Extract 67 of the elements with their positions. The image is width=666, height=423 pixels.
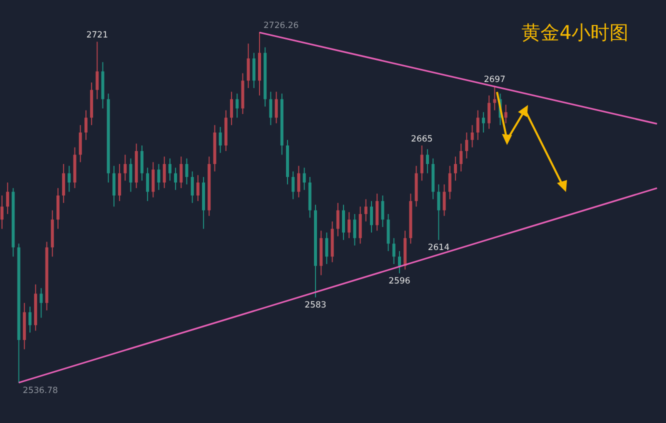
candlestick — [353, 214, 356, 246]
candlestick — [140, 144, 144, 182]
candlestick — [112, 165, 116, 208]
text: 2596 — [388, 276, 410, 286]
text: 2665 — [411, 134, 433, 144]
candlestick — [68, 165, 71, 192]
candlestick — [218, 126, 222, 154]
candlestick — [476, 110, 480, 140]
candlestick — [493, 86, 496, 111]
candlestick — [185, 158, 188, 185]
candlestick — [96, 41, 99, 100]
candlestick — [28, 306, 32, 334]
candlestick — [190, 170, 194, 204]
candlestick — [269, 91, 272, 126]
candlestick — [302, 167, 306, 190]
candlestick — [0, 194, 4, 230]
candlestick — [348, 212, 351, 239]
candlestick — [174, 167, 178, 190]
candlestick — [292, 170, 295, 200]
candlestick — [325, 232, 328, 265]
candlestick — [246, 43, 250, 89]
candlestick — [157, 164, 160, 190]
candlestick — [274, 91, 278, 124]
candlestick — [392, 238, 396, 265]
candlestick — [6, 182, 10, 215]
candlestick — [426, 148, 429, 174]
candlestick — [84, 110, 88, 140]
candlestick — [118, 164, 122, 202]
candlestick — [78, 124, 82, 163]
candlestick — [146, 167, 150, 202]
candlestick — [152, 162, 155, 198]
candlestick — [342, 204, 345, 240]
text: 2721 — [86, 30, 108, 41]
candlestick — [448, 165, 452, 200]
candlestick — [482, 112, 485, 134]
text: 2614 — [428, 242, 450, 253]
text: 2726.26 — [264, 21, 299, 31]
candlestick — [124, 154, 127, 182]
candlestick — [504, 104, 508, 124]
candlestick — [196, 174, 200, 202]
candlestick — [180, 156, 183, 189]
candlestick — [297, 165, 300, 198]
candlestick — [460, 143, 463, 172]
candlestick — [420, 144, 424, 182]
text: 2583 — [304, 300, 326, 310]
candlestick — [454, 156, 457, 182]
candlestick — [398, 250, 401, 274]
candlestick — [364, 198, 368, 222]
candlestick — [236, 93, 239, 118]
candlestick — [442, 184, 446, 216]
candlestick — [465, 132, 468, 159]
candlestick — [470, 124, 474, 148]
candlestick — [62, 164, 66, 204]
candlestick — [370, 200, 373, 234]
candlestick — [252, 52, 256, 89]
text: 2536.78 — [22, 386, 58, 396]
candlestick — [437, 184, 440, 240]
candlestick — [488, 94, 491, 130]
text: 2697 — [484, 75, 506, 86]
candlestick — [40, 288, 43, 318]
candlestick — [162, 156, 166, 189]
chart-title: 黄金4小时图 — [521, 22, 629, 44]
candlestick — [168, 158, 172, 182]
candlestick — [230, 91, 234, 126]
candlestick — [381, 194, 384, 228]
candlestick — [129, 158, 132, 192]
candlestick — [336, 202, 340, 237]
